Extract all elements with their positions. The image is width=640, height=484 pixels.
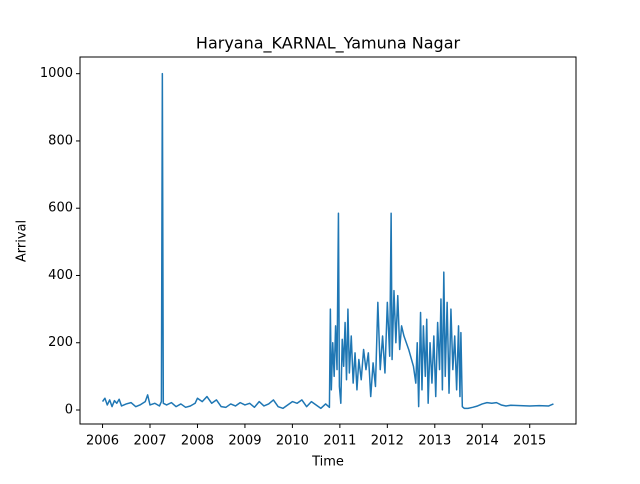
x-tick-label: 2012 [371,434,404,449]
x-tick-label: 2008 [181,434,214,449]
y-tick-label: 0 [65,403,73,418]
axes-frame [79,56,577,425]
data-line [101,72,554,410]
y-tick-label: 1000 [40,66,73,81]
y-axis-label: Arrival [15,220,30,262]
x-axis-label: Time [311,455,344,470]
x-tick-label: 2011 [323,434,356,449]
y-tick-label: 600 [48,201,73,216]
x-tick-label: 2014 [466,434,499,449]
y-tick-label: 800 [48,133,73,148]
x-tick-label: 2010 [276,434,309,449]
x-tick-label: 2009 [228,434,261,449]
chart-title: Haryana_KARNAL_Yamuna Nagar [196,34,461,54]
y-tick-label: 200 [48,335,73,350]
y-tick-label: 400 [48,268,73,283]
x-tick-label: 2007 [133,434,166,449]
x-tick-label: 2015 [513,434,546,449]
x-tick-label: 2006 [86,434,119,449]
x-tick-label: 2013 [418,434,451,449]
plot-area [101,72,554,410]
